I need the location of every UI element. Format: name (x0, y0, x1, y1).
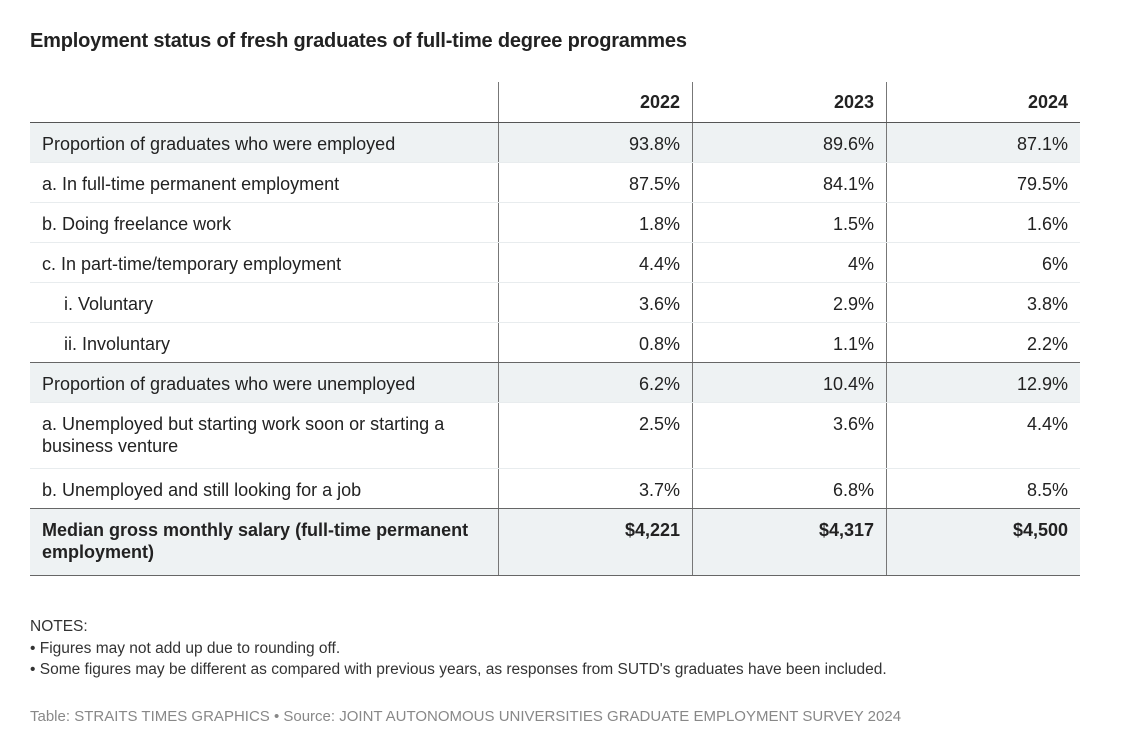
cell-2024: 3.8% (886, 282, 1080, 323)
table-row: Median gross monthly salary (full-time p… (30, 508, 1080, 576)
cell-2023: 10.4% (692, 362, 887, 403)
cell-2024: $4,500 (886, 508, 1080, 576)
table-row: Proportion of graduates who were unemplo… (30, 362, 1080, 403)
cell-2023: 1.5% (692, 202, 887, 243)
cell-2022: 3.7% (498, 468, 693, 509)
column-header-blank (30, 82, 499, 123)
row-label: ii. Involuntary (30, 322, 499, 363)
row-label: a. In full-time permanent employment (30, 162, 499, 203)
table-row: a. Unemployed but starting work soon or … (30, 402, 1080, 469)
column-header-2023: 2023 (692, 82, 887, 123)
row-label: Proportion of graduates who were unemplo… (30, 362, 499, 403)
cell-2024: 8.5% (886, 468, 1080, 509)
table-row: i. Voluntary 3.6% 2.9% 3.8% (30, 282, 1080, 323)
cell-2022: 4.4% (498, 242, 693, 283)
table-row: a. In full-time permanent employment 87.5… (30, 162, 1080, 203)
row-label: Proportion of graduates who were employe… (30, 122, 499, 163)
table-row: Proportion of graduates who were employe… (30, 122, 1080, 163)
row-label: b. Doing freelance work (30, 202, 499, 243)
cell-2023: 6.8% (692, 468, 887, 509)
notes-heading: NOTES: (30, 618, 88, 635)
cell-2023: 89.6% (692, 122, 887, 163)
cell-2023: 84.1% (692, 162, 887, 203)
cell-2023: 1.1% (692, 322, 887, 363)
cell-2024: 79.5% (886, 162, 1080, 203)
cell-2023: 2.9% (692, 282, 887, 323)
cell-2022: 3.6% (498, 282, 693, 323)
cell-2024: 1.6% (886, 202, 1080, 243)
cell-2023: $4,317 (692, 508, 887, 576)
cell-2022: 93.8% (498, 122, 693, 163)
cell-2023: 3.6% (692, 402, 887, 469)
note-item: • Figures may not add up due to rounding… (30, 639, 341, 657)
cell-2022: 1.8% (498, 202, 693, 243)
cell-2024: 87.1% (886, 122, 1080, 163)
row-label: a. Unemployed but starting work soon or … (30, 402, 499, 469)
cell-2024: 2.2% (886, 322, 1080, 363)
table-row: ii. Involuntary 0.8% 1.1% 2.2% (30, 322, 1080, 363)
row-label: c. In part-time/temporary employment (30, 242, 499, 283)
row-label: b. Unemployed and still looking for a jo… (30, 468, 499, 509)
cell-2022: 87.5% (498, 162, 693, 203)
table-row: b. Doing freelance work 1.8% 1.5% 1.6% (30, 202, 1080, 243)
cell-2022: 6.2% (498, 362, 693, 403)
table-row: b. Unemployed and still looking for a jo… (30, 468, 1080, 509)
employment-table: 2022 2023 2024 Proportion of graduates who… (30, 82, 1080, 576)
cell-2023: 4% (692, 242, 887, 283)
cell-2022: 2.5% (498, 402, 693, 469)
cell-2022: $4,221 (498, 508, 693, 576)
table-title: Employment status of fresh graduates of … (30, 30, 687, 52)
source-credit: Table: STRAITS TIMES GRAPHICS • Source: … (30, 708, 902, 725)
row-label: i. Voluntary (30, 282, 499, 323)
cell-2024: 12.9% (886, 362, 1080, 403)
notes: NOTES: • Figures may not add up due to r… (30, 616, 887, 681)
header-row: 2022 2023 2024 (30, 82, 1080, 123)
column-header-2024: 2024 (886, 82, 1080, 123)
table-row: c. In part-time/temporary employment 4.4%… (30, 242, 1080, 283)
row-label: Median gross monthly salary (full-time p… (30, 508, 499, 576)
cell-2022: 0.8% (498, 322, 693, 363)
note-item: • Some figures may be different as compa… (30, 661, 887, 678)
column-header-2022: 2022 (498, 82, 693, 123)
cell-2024: 4.4% (886, 402, 1080, 469)
cell-2024: 6% (886, 242, 1080, 283)
